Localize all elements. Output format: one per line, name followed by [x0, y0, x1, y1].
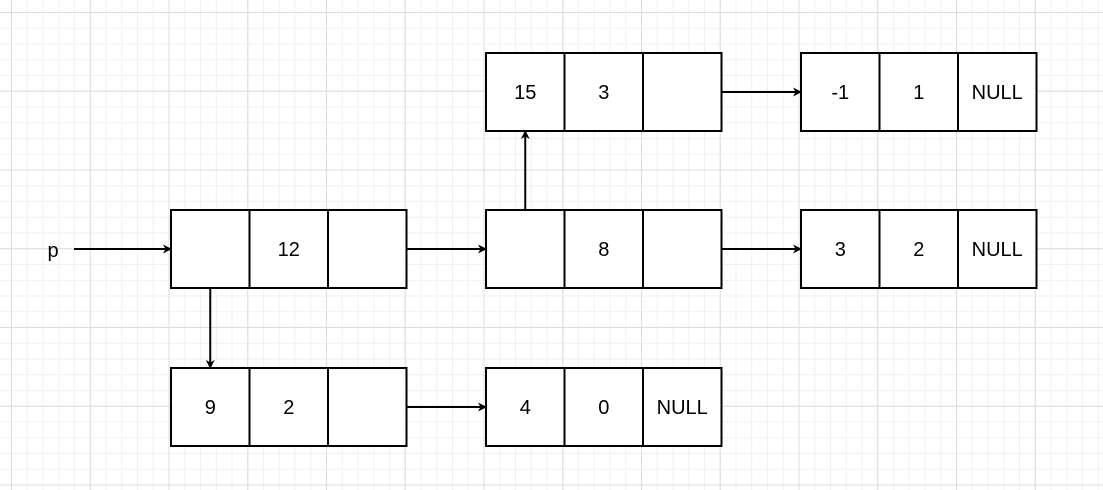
node-cell — [957, 209, 1038, 289]
node-cell — [170, 367, 251, 447]
node-cell-value: 3 — [835, 239, 846, 261]
node-cell — [327, 367, 408, 447]
node-cell-value: 8 — [598, 239, 609, 261]
node-cell — [957, 52, 1038, 132]
node-cell — [878, 209, 959, 289]
node-cell — [563, 367, 644, 447]
node-cell-value: 9 — [205, 397, 216, 419]
node-n3: 15 3 — [485, 52, 723, 132]
node-cell-value: 0 — [598, 397, 609, 419]
node-cell-value: 2 — [913, 239, 924, 261]
node-cell — [642, 367, 723, 447]
node-cell — [248, 209, 329, 289]
node-cell-value: 2 — [283, 397, 294, 419]
node-cell — [642, 52, 723, 132]
node-n4: -1 1 NULL — [800, 52, 1038, 132]
node-cell-value: 1 — [913, 82, 924, 104]
node-n1: 12 — [170, 209, 408, 289]
node-n7: 4 0 NULL — [485, 367, 723, 447]
node-n5: 3 2 NULL — [800, 209, 1038, 289]
node-cell — [563, 209, 644, 289]
node-cell — [327, 209, 408, 289]
node-cell-value: 4 — [520, 397, 531, 419]
node-cell — [485, 367, 566, 447]
node-cell — [642, 209, 723, 289]
pointer-label-p: p — [47, 240, 58, 262]
node-cell — [800, 52, 881, 132]
edges — [74, 87, 802, 412]
node-cell-value: 3 — [598, 82, 609, 104]
node-cell — [563, 52, 644, 132]
node-cell-value: -1 — [831, 82, 849, 104]
node-cell-value: 12 — [278, 239, 300, 261]
node-cell — [878, 52, 959, 132]
node-cell — [170, 209, 251, 289]
node-cell-value: NULL — [657, 397, 708, 419]
node-cell — [485, 52, 566, 132]
node-n2: 8 — [485, 209, 723, 289]
node-cell-value: NULL — [972, 82, 1023, 104]
node-cell — [485, 209, 566, 289]
node-cell-value: NULL — [972, 239, 1023, 261]
node-cell-value: 15 — [514, 82, 536, 104]
